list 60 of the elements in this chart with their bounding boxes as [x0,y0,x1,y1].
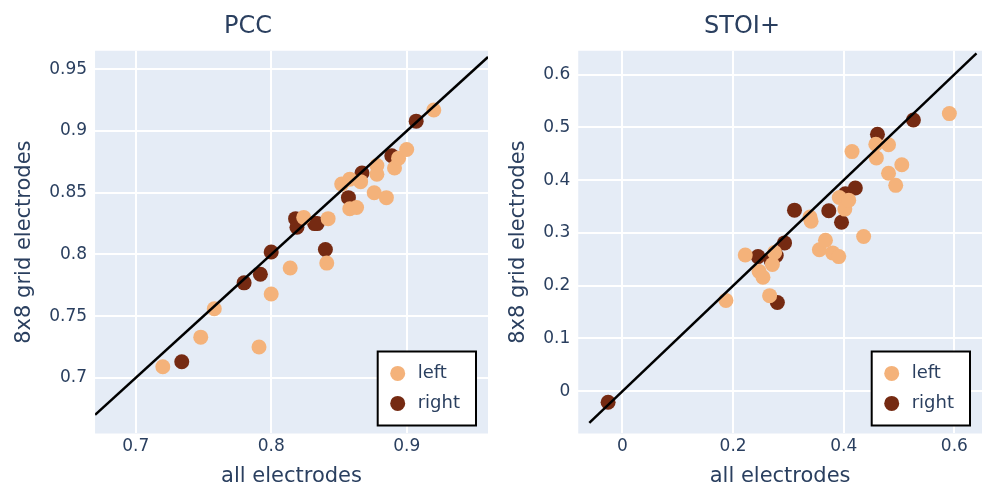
y-tick-label: 0.95 [49,57,88,78]
point [762,288,778,304]
point [817,232,833,248]
point [834,214,850,230]
point [941,106,957,122]
point [252,266,268,282]
y-tick-label: 0.1 [543,326,571,347]
y-tick-label: 0.4 [543,168,571,189]
point [787,202,802,218]
point [193,329,209,345]
x-tick-label: 0.6 [940,435,968,456]
point [319,255,335,271]
point [737,247,753,263]
point [755,269,771,285]
x-axis-title: all electrodes [709,462,851,487]
point [378,190,394,206]
legend-label: right [911,391,954,413]
chart-title: STOI+ [704,10,780,39]
legend-label: left [417,361,447,383]
y-tick-label: 0.75 [49,304,88,325]
point [894,157,910,173]
y-axis-title: 8x8 grid electrodes [505,140,530,344]
point [320,211,336,227]
y-tick-label: 0.3 [543,221,571,242]
point [888,177,904,193]
y-tick-label: 0.5 [543,115,571,136]
point [317,242,333,258]
x-tick-label: 0.7 [122,435,150,456]
chart-title: PCC [224,10,272,39]
point [856,229,872,245]
x-tick-label: 0.9 [393,435,421,456]
legend-label: left [911,361,941,383]
x-tick-label: 0.2 [719,435,747,456]
point [844,144,860,160]
y-tick-label: 0 [559,379,571,400]
x-tick-label: 0 [617,435,628,456]
x-tick-label: 0.8 [257,435,285,456]
y-tick-label: 0.6 [543,62,571,83]
point [764,257,780,273]
y-tick-label: 0.8 [60,242,88,263]
point [263,286,279,302]
y-tick-label: 0.2 [543,274,571,295]
y-tick-label: 0.85 [49,181,88,202]
point [174,354,190,370]
point [821,203,837,219]
point [251,339,267,355]
y-tick-label: 0.9 [60,119,88,140]
x-tick-label: 0.4 [830,435,858,456]
point [881,165,897,181]
point [847,180,863,196]
point [366,185,382,201]
point [831,249,847,265]
x-axis-title: all electrodes [221,462,362,487]
point [155,359,171,375]
legend-label: right [417,391,460,413]
point [399,142,415,158]
y-axis-title: 8x8 grid electrodes [11,140,36,344]
y-tick-label: 0.7 [60,366,88,387]
point [282,260,298,276]
point [868,150,884,166]
